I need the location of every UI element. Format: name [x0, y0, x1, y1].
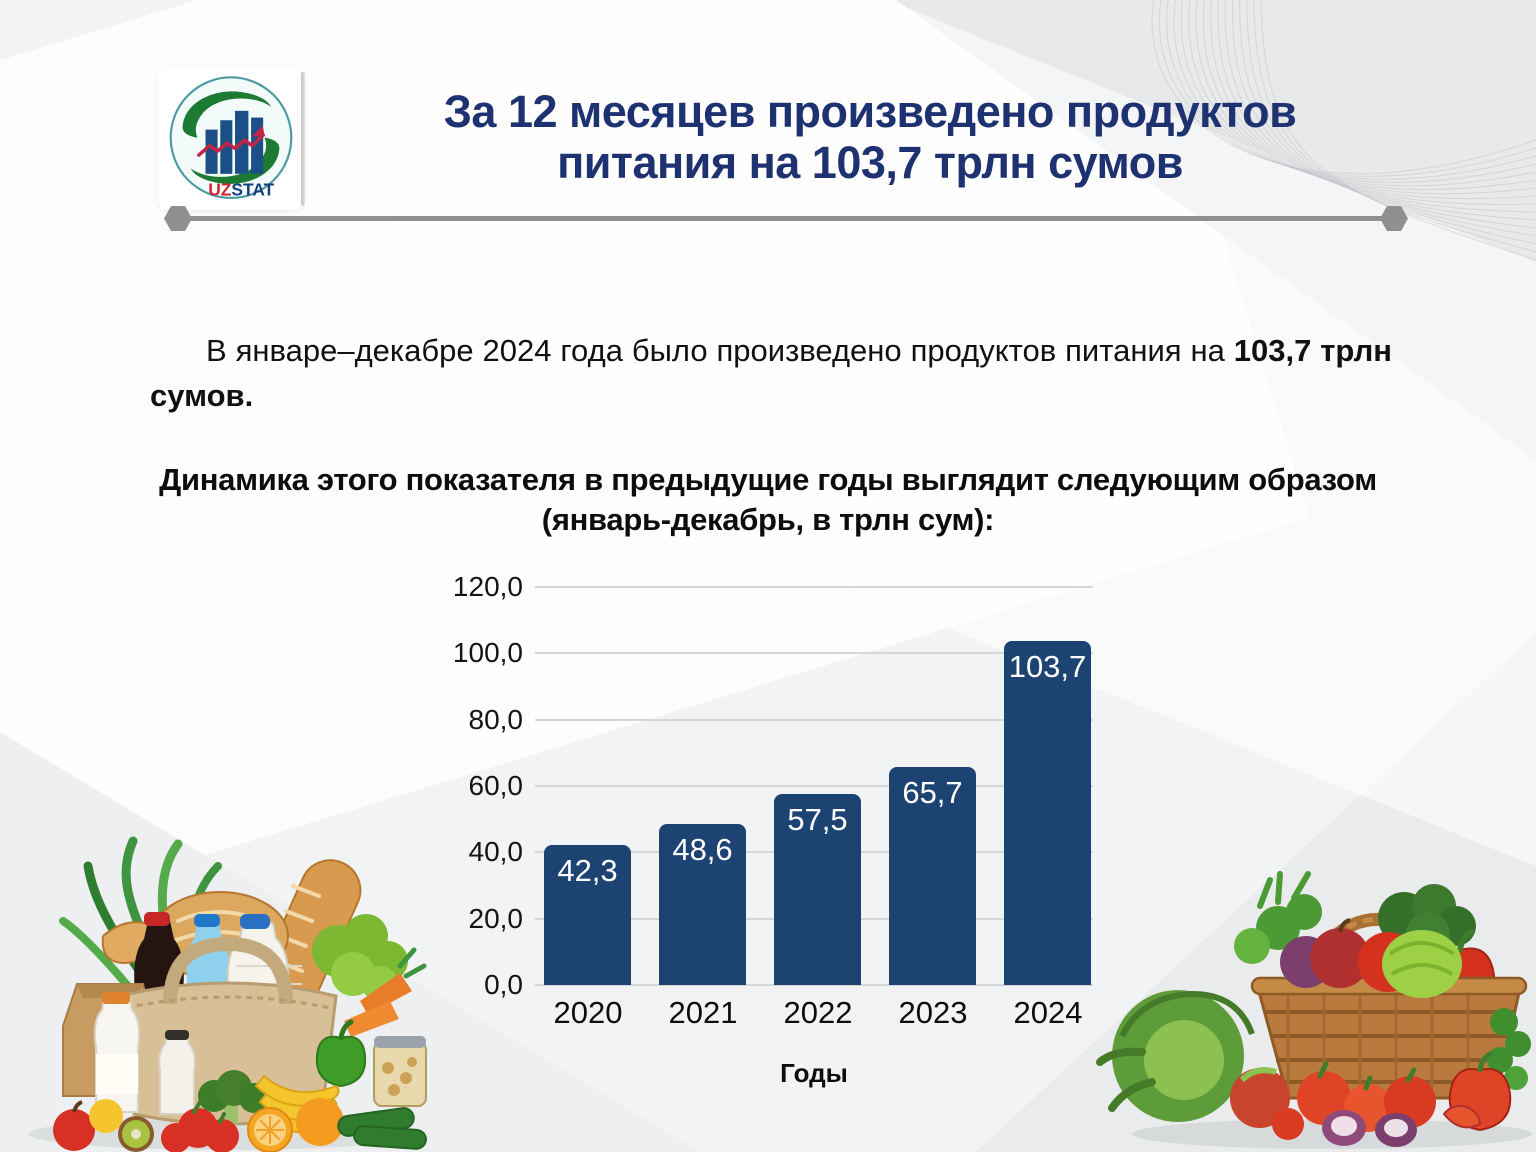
chart-heading-line2: (январь-декабрь, в трлн сум):: [541, 502, 995, 538]
x-axis-tick: 2022: [783, 995, 853, 1030]
swirl-line: [1246, 0, 1536, 245]
swirl-line: [1173, 0, 1536, 183]
y-axis-tick: 60,0: [468, 770, 524, 801]
logo-uz: UZ: [208, 179, 232, 199]
y-axis-tick: 40,0: [468, 836, 524, 868]
page-title: За 12 месяцев произведено продуктов пита…: [330, 86, 1410, 189]
swirl-line: [1166, 0, 1536, 180]
intro-text: В январе–декабре 2024 года было произвед…: [206, 333, 1234, 368]
bar-value-label: 65,7: [902, 775, 963, 811]
swirl-line: [1180, 0, 1536, 187]
gridline: [535, 984, 1093, 986]
uzstat-logo: UZSTAT: [158, 68, 304, 210]
uzstat-logo-icon: UZSTAT: [169, 76, 293, 199]
bar-2022: 57,5: [774, 794, 861, 985]
chart-plot: 42,3 2020 48,6 2021 57,5 2022 65,7 2023 103,7 202…: [535, 586, 1093, 1030]
page-title-line2: питания на 103,7 трлн сумов: [557, 137, 1183, 189]
intro-paragraph: В январе–декабре 2024 года было произвед…: [150, 329, 1392, 419]
y-axis-tick: 100,0: [452, 637, 523, 669]
x-axis-title: Годы: [780, 1058, 848, 1088]
x-axis-tick: 2023: [898, 995, 968, 1030]
bar-2020: 42,3: [544, 844, 631, 985]
swirl-line: [1224, 0, 1536, 221]
divider-hexagon-left: [164, 206, 192, 231]
gridline: [535, 785, 1093, 787]
swirl-line: [1158, 0, 1536, 177]
decor-swirl-lines: [1151, 0, 1536, 261]
gridline: [535, 718, 1093, 721]
x-axis-tick: 2024: [1013, 995, 1083, 1030]
bar-value-label: 48,6: [672, 831, 733, 867]
page-title-line1: За 12 месяцев произведено продуктов: [443, 86, 1297, 137]
swirl-line: [1260, 0, 1536, 261]
gridline: [535, 586, 1093, 588]
y-axis-tick: 20,0: [468, 902, 524, 934]
y-axis-tick: 80,0: [468, 703, 524, 735]
y-axis-tick: 0,0: [484, 969, 523, 1000]
intro-text-bold: 103,7 трлн сумов.: [150, 333, 1393, 413]
logo-stat: STAT: [231, 179, 274, 199]
bar-2023: 65,7: [889, 767, 976, 985]
swirl-line: [1231, 0, 1536, 229]
bar-2024: 103,7: [1004, 641, 1091, 985]
swirl-line: [1253, 0, 1536, 253]
x-axis-tick: 2020: [553, 995, 623, 1030]
bar-chart: 120,0 100,0 80,0 60,0 40,0 20,0 0,0 42,3 2020 48…: [413, 572, 1113, 1107]
chart-heading: Динамика этого показателя в предыдущие г…: [60, 460, 1476, 541]
bar-value-label: 103,7: [1008, 649, 1087, 685]
swirl-line: [1188, 0, 1536, 191]
vegetable-basket-image: [1096, 871, 1532, 1149]
header-separator: [301, 72, 305, 206]
svg-text:UZSTAT: UZSTAT: [208, 179, 274, 199]
bar-value-label: 42,3: [557, 852, 618, 888]
swirl-line: [1151, 0, 1536, 174]
swirl-line: [1217, 0, 1536, 213]
swirl-line: [1195, 0, 1536, 195]
grocery-bag-image: [28, 836, 427, 1152]
swirl-line: [1210, 0, 1536, 205]
y-axis-tick: 120,0: [452, 571, 523, 602]
bar-2021: 48,6: [659, 823, 746, 985]
header-divider: [186, 216, 1388, 221]
x-axis-tick: 2021: [668, 995, 738, 1030]
gridline: [535, 652, 1093, 655]
swirl-line: [1239, 0, 1536, 237]
bar-value-label: 57,5: [787, 802, 848, 838]
chart-heading-line1: Динамика этого показателя в предыдущие г…: [159, 462, 1377, 497]
swirl-line: [1203, 0, 1536, 200]
